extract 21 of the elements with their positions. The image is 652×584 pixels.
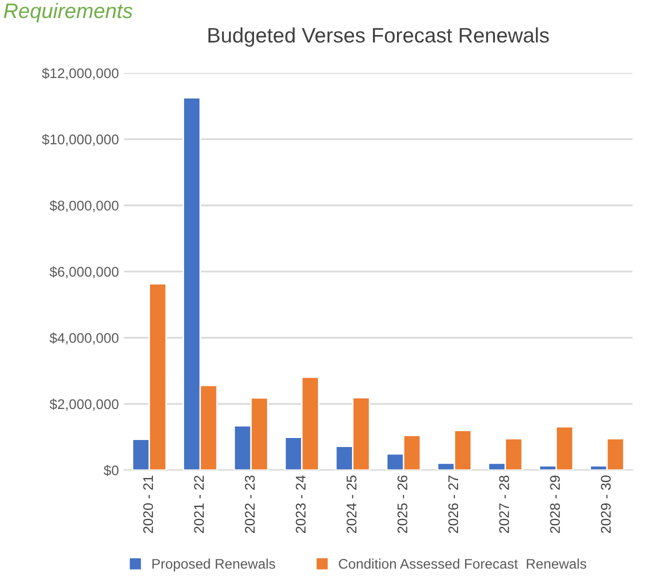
x-tick-label: 2024 - 25 bbox=[346, 476, 356, 533]
y-tick-label: $10,000,000 bbox=[42, 134, 118, 146]
x-tick-label: 2021 - 22 bbox=[194, 476, 204, 533]
x-tick-label: 2027 - 28 bbox=[499, 476, 510, 533]
y-tick-label: $6,000,000 bbox=[50, 266, 118, 278]
legend-label: Proposed Renewals bbox=[152, 558, 276, 572]
y-tick-label: $4,000,000 bbox=[50, 332, 118, 345]
y-tick-label: $12,000,000 bbox=[42, 68, 118, 80]
x-tick-label: 2022 - 23 bbox=[244, 476, 255, 533]
x-tick-label: 2029 - 30 bbox=[600, 476, 611, 533]
x-tick-label: 2028 - 29 bbox=[550, 476, 560, 533]
legend-label: Condition Assessed Forecast Renewals bbox=[338, 558, 586, 569]
text: Requirements bbox=[4, 2, 133, 22]
x-tick-label: 2020 - 21 bbox=[143, 476, 154, 533]
y-tick-label: $8,000,000 bbox=[50, 200, 118, 212]
y-tick-label: $0 bbox=[104, 464, 118, 476]
chart-title: Budgeted Verses Forecast Renewals bbox=[208, 27, 549, 47]
x-tick-label: 2026 - 27 bbox=[448, 476, 458, 533]
x-tick-label: 2023 - 24 bbox=[296, 475, 306, 533]
x-tick-label: 2025 - 26 bbox=[397, 476, 408, 533]
y-tick-label: $2,000,000 bbox=[50, 398, 118, 411]
